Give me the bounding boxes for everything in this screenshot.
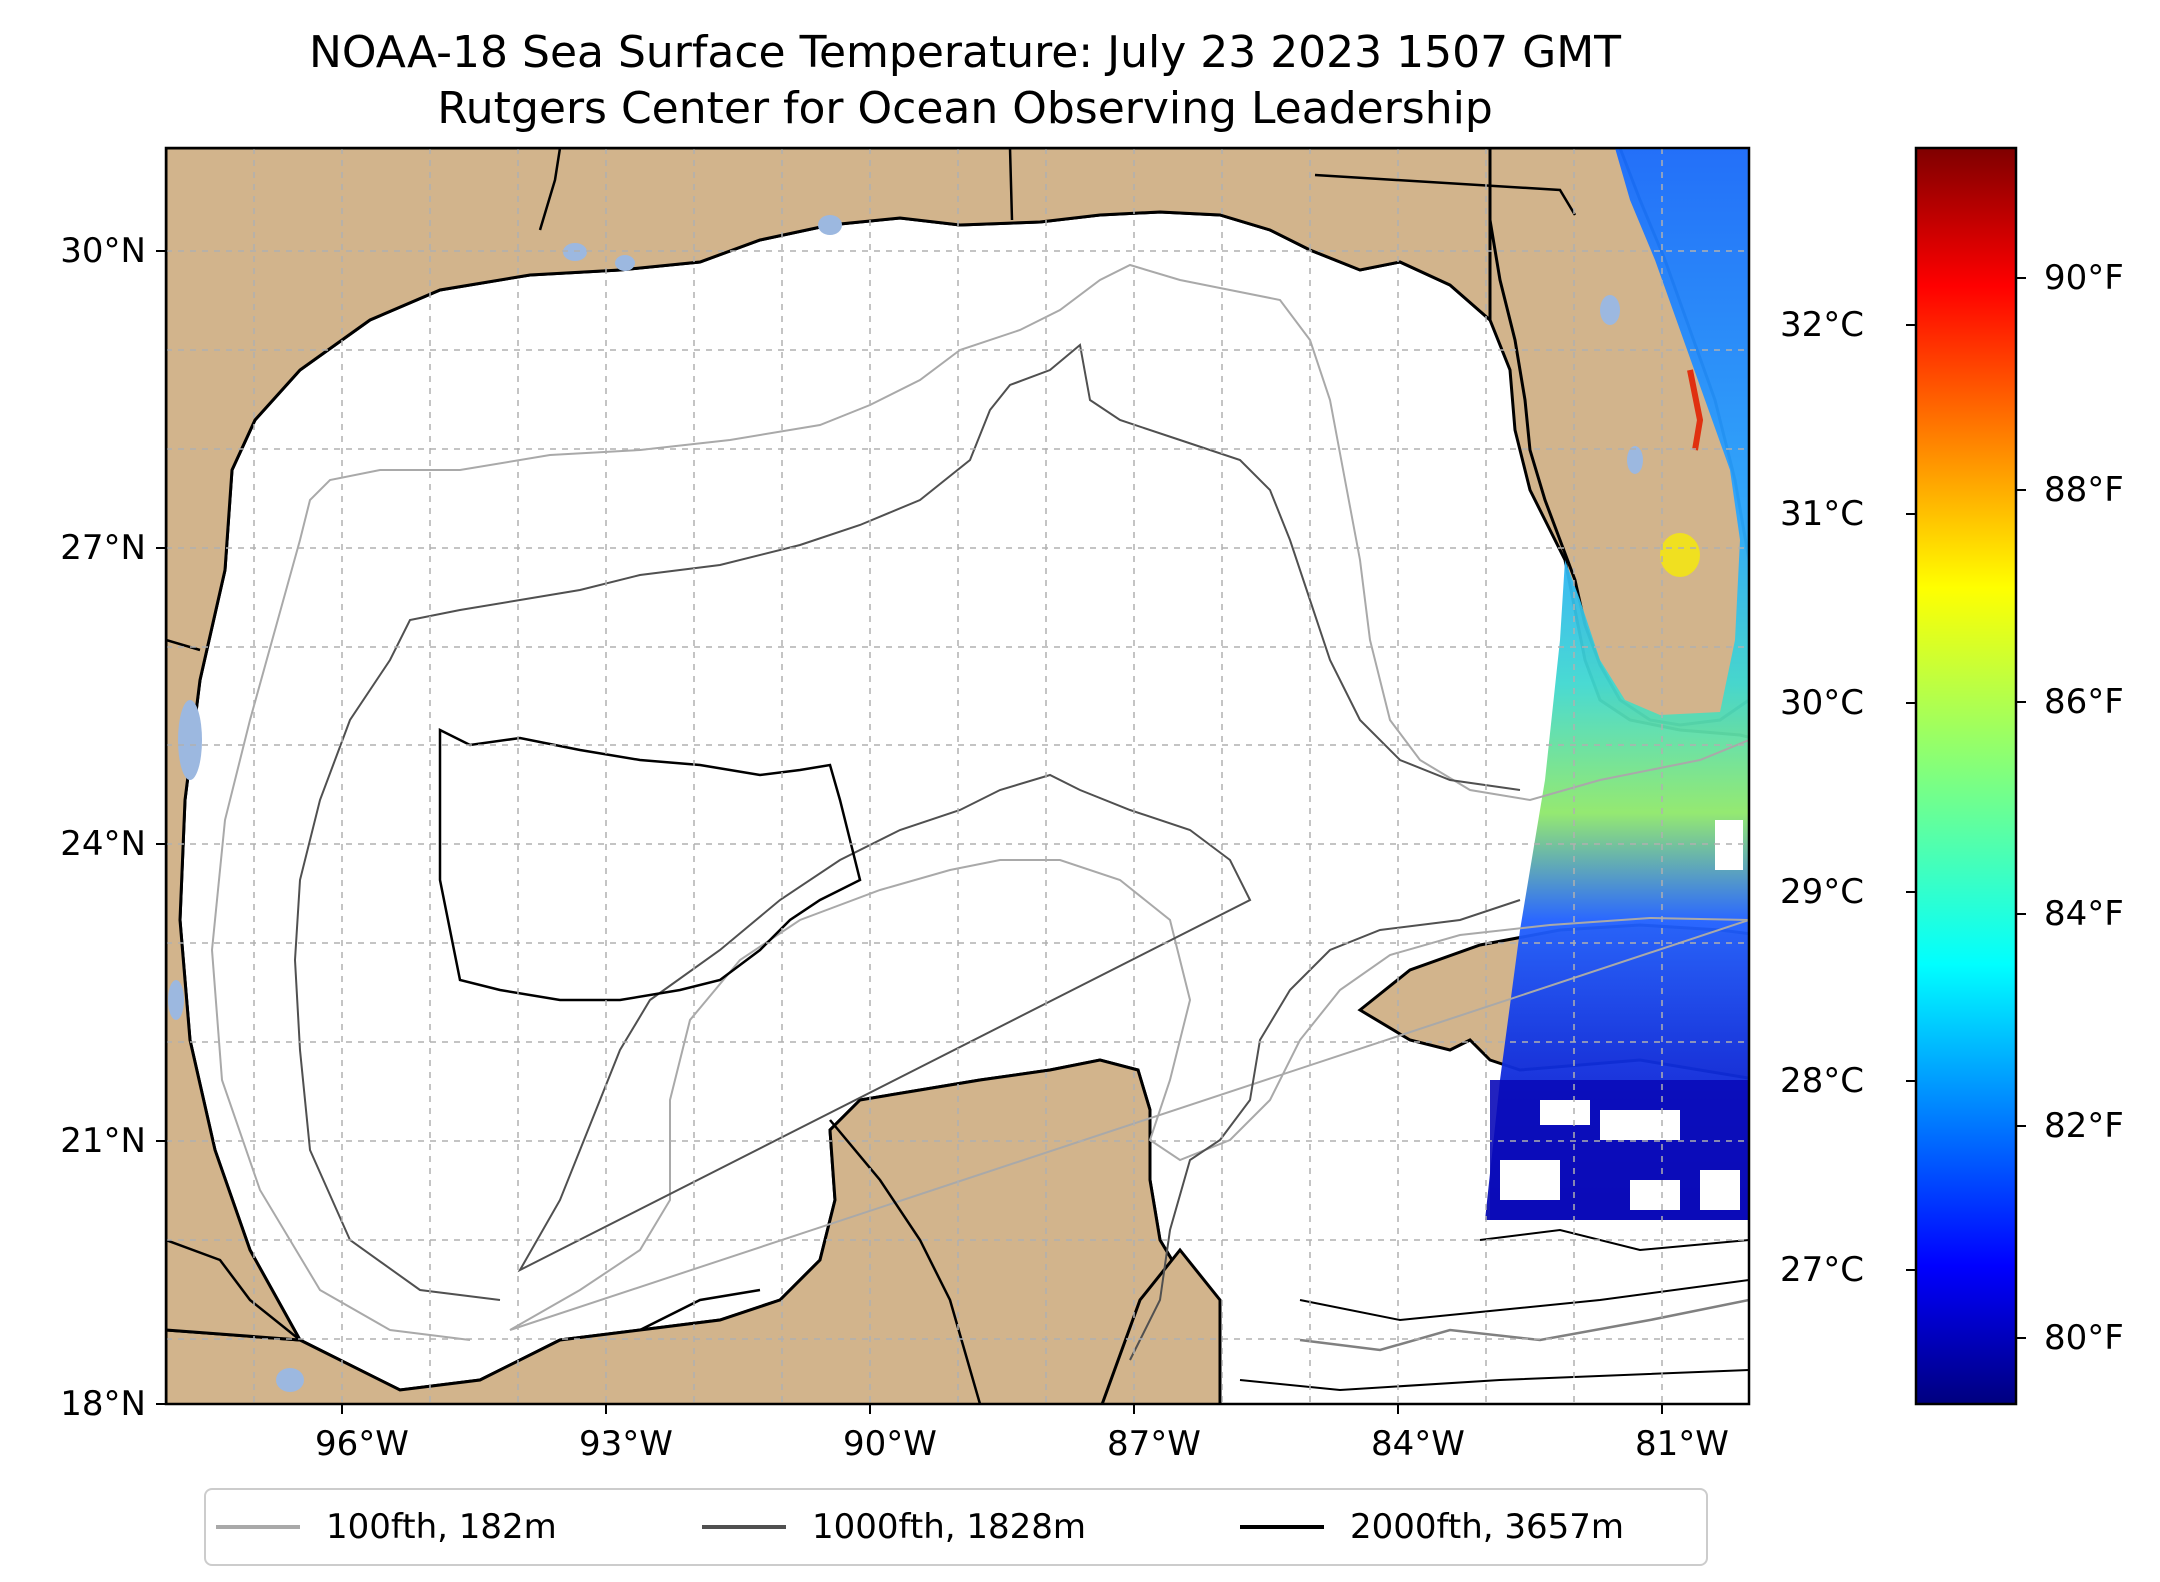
colorbar-celsius-label: 27°C bbox=[1780, 1250, 1865, 1290]
colorbar-fahrenheit-label: 88°F bbox=[2044, 470, 2124, 510]
legend-label: 2000fth, 3657m bbox=[1350, 1507, 1625, 1547]
colorbar-fahrenheit-label: 84°F bbox=[2044, 894, 2124, 934]
colorbar-fahrenheit-label: 82°F bbox=[2044, 1106, 2124, 1146]
lon-label: 96°W bbox=[315, 1424, 409, 1464]
lat-label: 18°N bbox=[60, 1384, 146, 1424]
colorbar-fahrenheit-label: 80°F bbox=[2044, 1318, 2124, 1358]
lon-label: 93°W bbox=[579, 1424, 673, 1464]
legend-swatch bbox=[1240, 1525, 1324, 1529]
legend-swatch bbox=[216, 1525, 300, 1529]
lon-label: 84°W bbox=[1371, 1424, 1465, 1464]
legend-label: 100fth, 182m bbox=[326, 1507, 557, 1547]
bathymetry-contours bbox=[210, 263, 1749, 1392]
colorbar-celsius-label: 29°C bbox=[1780, 872, 1865, 912]
lat-label: 24°N bbox=[60, 824, 146, 864]
legend-item-100fth: 100fth, 182m bbox=[216, 1490, 557, 1564]
colorbar-ticks bbox=[1906, 277, 2026, 1339]
chart-title: NOAA-18 Sea Surface Temperature: July 23… bbox=[308, 27, 1622, 78]
lat-label: 21°N bbox=[60, 1121, 146, 1161]
lon-label: 90°W bbox=[843, 1424, 937, 1464]
legend-swatch bbox=[702, 1525, 786, 1529]
legend: 100fth, 182m 1000fth, 1828m 2000fth, 365… bbox=[204, 1488, 1708, 1566]
legend-label: 1000fth, 1828m bbox=[812, 1507, 1087, 1547]
colorbar-fahrenheit-label: 90°F bbox=[2044, 258, 2124, 298]
legend-item-1000fth: 1000fth, 1828m bbox=[702, 1490, 1086, 1564]
chart-subtitle: Rutgers Center for Ocean Observing Leade… bbox=[437, 83, 1493, 134]
sst-swath bbox=[1485, 148, 1749, 1220]
map-area bbox=[166, 148, 1749, 1404]
colorbar bbox=[1914, 146, 2018, 1406]
lat-label: 27°N bbox=[60, 528, 146, 568]
colorbar-fahrenheit-label: 86°F bbox=[2044, 682, 2124, 722]
contour-100fth bbox=[210, 263, 1749, 1341]
colorbar-celsius-label: 31°C bbox=[1780, 494, 1865, 534]
legend-item-2000fth: 2000fth, 3657m bbox=[1240, 1490, 1624, 1564]
lat-ticks bbox=[156, 250, 166, 1405]
lon-label: 87°W bbox=[1107, 1424, 1201, 1464]
texas-mexico-land bbox=[166, 148, 1492, 1342]
colorbar-celsius-label: 30°C bbox=[1780, 683, 1865, 723]
boundaries bbox=[166, 148, 1577, 1404]
map-frame bbox=[164, 146, 1751, 1406]
colorbar-celsius-label: 28°C bbox=[1780, 1061, 1865, 1101]
lat-label: 30°N bbox=[60, 231, 146, 271]
lon-label: 81°W bbox=[1635, 1424, 1729, 1464]
colorbar-celsius-label: 32°C bbox=[1780, 305, 1865, 345]
graticule bbox=[166, 148, 1749, 1404]
lon-ticks bbox=[341, 1404, 1663, 1414]
lakes bbox=[168, 215, 1643, 1392]
contour-2000fth bbox=[438, 727, 862, 1002]
